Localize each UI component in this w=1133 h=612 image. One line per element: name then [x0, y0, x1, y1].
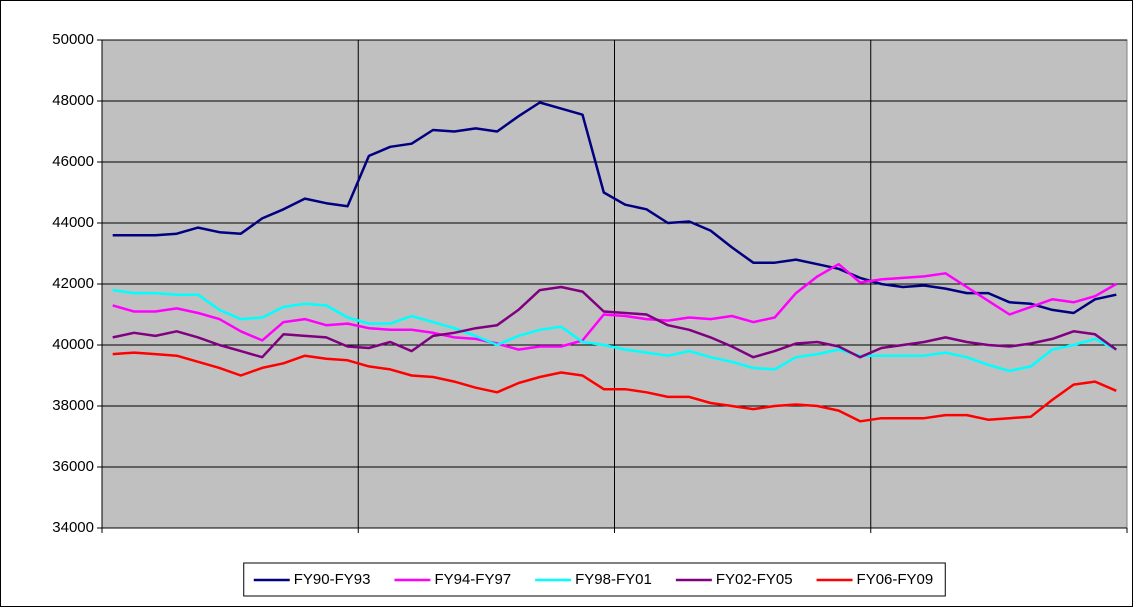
y-tick-label: 44000 [52, 214, 94, 231]
series-line [112, 101, 1117, 315]
series-line [112, 288, 1117, 373]
series-line [112, 351, 1117, 423]
y-tick-label: 46000 [52, 153, 94, 170]
legend-label: FY90-FY93 [294, 571, 371, 588]
legend-label: FY06-FY09 [857, 571, 934, 588]
y-tick-label: 40000 [52, 336, 94, 353]
y-tick-label: 42000 [52, 275, 94, 292]
y-tick-label: 48000 [52, 92, 94, 109]
y-tick-label: 50000 [52, 31, 94, 48]
legend-label: FY02-FY05 [716, 571, 793, 588]
y-tick-label: 38000 [52, 397, 94, 414]
series-line [112, 262, 1117, 351]
legend-label: FY94-FY97 [434, 571, 511, 588]
series-line [112, 285, 1118, 359]
legend-label: FY98-FY01 [575, 571, 652, 588]
legend-box [243, 562, 946, 597]
y-tick-label: 36000 [52, 458, 94, 475]
y-tick-label: 34000 [52, 519, 94, 536]
